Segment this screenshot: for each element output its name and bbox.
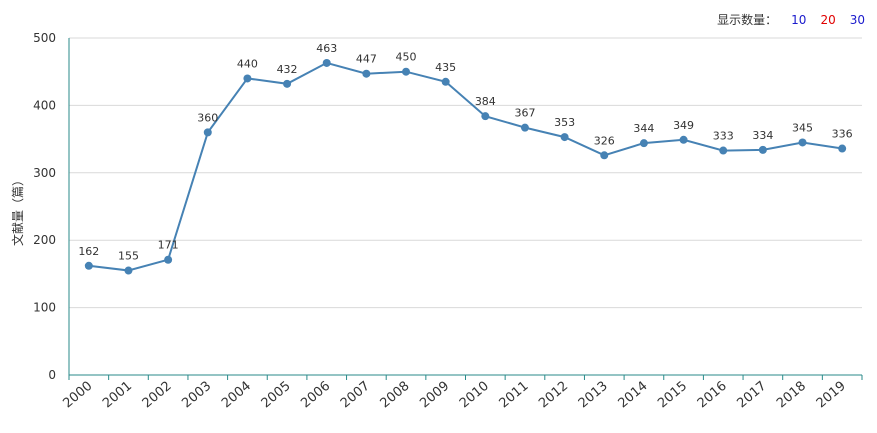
- data-point: [402, 67, 411, 76]
- grid-lines: [69, 37, 862, 309]
- data-label: 349: [673, 119, 694, 132]
- x-tick-label: 2018: [774, 379, 809, 412]
- x-tick-label: 2001: [100, 379, 135, 412]
- data-label: 367: [514, 107, 535, 120]
- data-point: [639, 139, 648, 148]
- display-count-option-30[interactable]: 30: [849, 12, 865, 27]
- y-tick-label: 0: [48, 368, 56, 382]
- data-label: 345: [792, 121, 813, 134]
- series-line: [88, 61, 843, 272]
- y-tick-label: 300: [33, 166, 56, 180]
- data-label: 333: [713, 130, 734, 143]
- x-tick-label: 2015: [655, 379, 690, 412]
- display-count-controls: 显示数量： 10 20 30: [717, 11, 865, 28]
- data-label: 162: [78, 245, 99, 258]
- y-tick-label: 200: [33, 233, 56, 247]
- y-tick-label: 400: [33, 98, 56, 112]
- data-point: [600, 151, 609, 160]
- x-tick-label: 2013: [576, 379, 611, 412]
- data-label: 440: [237, 57, 258, 70]
- display-count-label: 显示数量：: [717, 13, 778, 27]
- y-tick-label: 100: [33, 301, 56, 315]
- x-tick-label: 2004: [219, 379, 254, 412]
- data-label: 435: [435, 61, 456, 74]
- data-point: [798, 138, 807, 147]
- data-point: [758, 145, 767, 154]
- data-point: [679, 135, 688, 144]
- x-tick-label: 2006: [298, 379, 333, 412]
- data-point: [124, 266, 133, 275]
- data-label: 326: [594, 134, 615, 147]
- x-tick-label: 2007: [338, 379, 373, 412]
- data-label: 336: [832, 128, 853, 141]
- x-tick-label: 2012: [536, 379, 571, 412]
- data-point: [520, 123, 529, 132]
- x-tick-label: 2000: [60, 379, 95, 412]
- data-point: [322, 58, 331, 67]
- data-label: 432: [277, 63, 298, 76]
- x-tick-label: 2016: [695, 379, 730, 412]
- x-tick-label: 2005: [259, 379, 294, 412]
- data-point: [203, 128, 212, 137]
- data-label: 384: [475, 95, 496, 108]
- data-point: [283, 79, 292, 88]
- data-label: 155: [118, 250, 139, 263]
- axes: 0 100 200 300 400 500 2000 2001 2002 2003 2004 2005…: [33, 31, 863, 412]
- data-label: 334: [752, 129, 773, 142]
- x-tick-label: 2011: [497, 379, 532, 412]
- x-tick-label: 2010: [457, 379, 492, 412]
- x-tick-label: 2017: [734, 379, 769, 412]
- x-tick-label: 2002: [140, 379, 175, 412]
- x-tick-label: 2014: [616, 379, 651, 412]
- display-count-option-10[interactable]: 10: [791, 12, 807, 27]
- data-point: [838, 144, 847, 153]
- data-label: 171: [158, 239, 179, 252]
- data-label: 344: [633, 122, 654, 135]
- x-tick-label: 2019: [814, 379, 849, 412]
- x-tick-label: 2009: [417, 379, 452, 412]
- data-point: [84, 261, 93, 270]
- data-label: 463: [316, 42, 337, 55]
- data-label: 447: [356, 53, 377, 66]
- y-axis-title: 文献量（篇）: [10, 174, 25, 246]
- data-label: 353: [554, 116, 575, 129]
- series-line-layer: [88, 61, 843, 272]
- data-point: [362, 69, 371, 78]
- data-point: [481, 112, 490, 121]
- data-point: [164, 255, 173, 264]
- x-tick-label: 2003: [179, 379, 214, 412]
- data-point: [441, 77, 450, 86]
- data-point: [243, 74, 252, 83]
- data-label: 360: [197, 111, 218, 124]
- y-tick-label: 500: [33, 31, 56, 45]
- data-points: [84, 58, 847, 275]
- data-point: [560, 133, 569, 142]
- data-point: [719, 146, 728, 155]
- data-label: 450: [396, 51, 417, 64]
- display-count-option-20[interactable]: 20: [820, 12, 836, 27]
- x-tick-label: 2008: [378, 379, 413, 412]
- data-labels: 162 155 171 360 440 432 463 447 450 435 384 367 353 3…: [78, 42, 852, 263]
